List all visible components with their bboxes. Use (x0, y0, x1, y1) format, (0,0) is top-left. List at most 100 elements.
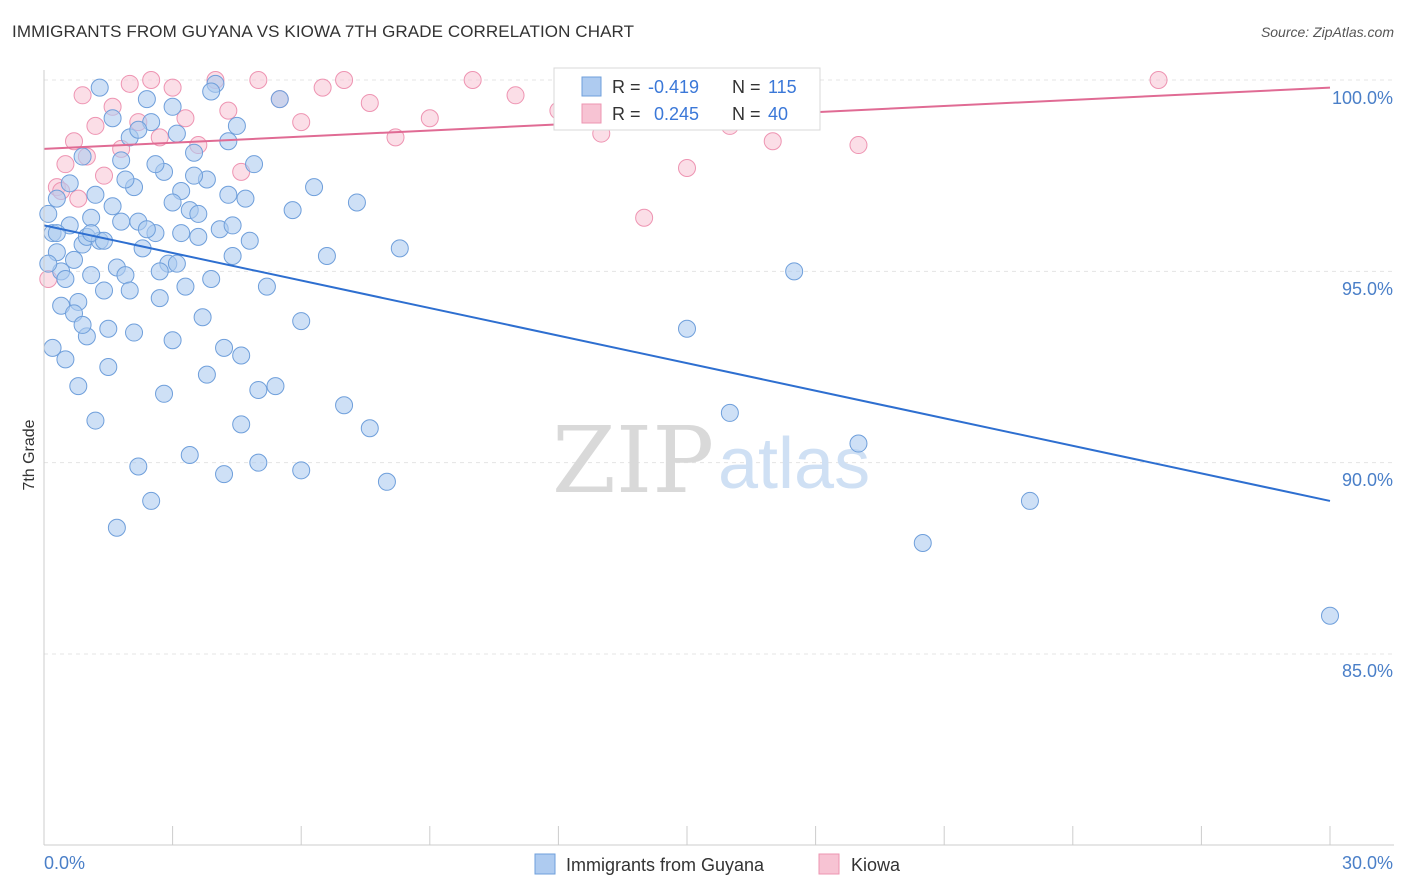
guyana-point (249, 453, 268, 472)
guyana-point (99, 358, 118, 376)
guyana-point (116, 170, 135, 189)
guyana-point (193, 308, 212, 327)
guyana-point (232, 415, 251, 434)
guyana-point (142, 491, 161, 510)
guyana-point (266, 377, 285, 396)
guyana-point (236, 189, 255, 208)
chart-title: IMMIGRANTS FROM GUYANA VS KIOWA 7TH GRAD… (12, 22, 635, 41)
legend-n-value: 40 (768, 104, 788, 124)
guyana-point (73, 315, 92, 334)
legend-r-value: 0.245 (654, 104, 699, 124)
guyana-point (73, 147, 92, 166)
guyana-point (197, 365, 216, 384)
watermark-zip: ZIP (552, 407, 714, 514)
guyana-point (107, 518, 126, 537)
guyana-point (257, 277, 276, 296)
guyana-point (245, 155, 264, 174)
kiowa-point (73, 86, 92, 105)
guyana-point (292, 461, 311, 480)
legend-bottom-swatch-blue (534, 853, 556, 875)
guyana-point (678, 319, 696, 338)
legend-n-value: 115 (768, 77, 797, 97)
y-tick-label: 85.0% (1342, 661, 1393, 681)
y-tick-label: 95.0% (1342, 279, 1393, 299)
guyana-point (849, 434, 868, 453)
guyana-point (347, 193, 366, 212)
guyana-point (129, 120, 148, 139)
kiowa-point (763, 132, 782, 151)
guyana-point (150, 262, 169, 281)
kiowa-point (95, 166, 114, 185)
legend-top: R = -0.419 N = 115 R = 0.245 N = 40 (553, 67, 821, 131)
guyana-point (103, 109, 122, 128)
kiowa-point (56, 155, 75, 174)
kiowa-point (65, 132, 84, 151)
guyana-point (65, 250, 84, 269)
guyana-point (172, 224, 191, 243)
guyana-point (335, 396, 354, 415)
legend-bottom-label: Immigrants from Guyana (566, 855, 765, 875)
guyana-point (60, 174, 79, 193)
guyana-point (305, 178, 324, 197)
kiowa-point (463, 71, 482, 89)
guyana-point (112, 151, 131, 170)
guyana-point (39, 204, 58, 223)
guyana-point (219, 185, 238, 204)
guyana-point (112, 212, 131, 231)
kiowa-point (163, 78, 182, 97)
guyana-point (176, 277, 195, 296)
guyana-point (86, 185, 105, 204)
guyana-point (103, 197, 122, 216)
legend-r-value: -0.419 (648, 77, 699, 97)
kiowa-point (1149, 71, 1168, 89)
guyana-point (86, 411, 105, 430)
legend-n-label: N = (732, 104, 761, 124)
guyana-point (95, 281, 114, 300)
kiowa-point (120, 74, 139, 93)
kiowa-point (249, 71, 268, 89)
guyana-point (163, 97, 182, 116)
guyana-trend-line (43, 224, 1331, 502)
guyana-point (1321, 606, 1339, 625)
guyana-point (202, 269, 221, 288)
guyana-point (317, 247, 336, 266)
kiowa-point (420, 109, 439, 128)
y-axis-label: 7th Grade (21, 419, 38, 490)
legend-r-label: R = (612, 77, 641, 97)
guyana-point (99, 319, 118, 338)
kiowa-point (849, 136, 868, 155)
watermark-atlas: atlas (718, 424, 870, 504)
guyana-point (90, 78, 109, 97)
guyana-point (82, 208, 101, 227)
guyana-point (180, 446, 199, 465)
x-ticks (43, 826, 1331, 845)
kiowa-point (86, 116, 105, 135)
guyana-point (223, 216, 242, 235)
guyana-point (249, 380, 268, 399)
guyana-point (69, 377, 88, 396)
x-tick-label: 30.0% (1342, 853, 1393, 873)
guyana-point (150, 289, 169, 308)
guyana-point (129, 457, 148, 476)
guyana-point (189, 204, 208, 223)
legend-bottom-swatch-pink (818, 853, 840, 875)
guyana-point (163, 331, 182, 350)
guyana-point (167, 124, 186, 143)
kiowa-point (176, 109, 195, 128)
guyana-point (189, 227, 208, 246)
guyana-point (202, 82, 221, 101)
guyana-point (120, 281, 139, 300)
guyana-point (116, 266, 135, 285)
guyana-point (232, 346, 251, 365)
guyana-point (56, 269, 75, 288)
guyana-point (283, 201, 302, 220)
guyana-point (215, 465, 234, 484)
legend-n-label: N = (732, 77, 761, 97)
guyana-point (1020, 491, 1039, 510)
legend-bottom: Immigrants from Guyana Kiowa (534, 853, 901, 875)
kiowa-point (142, 71, 161, 89)
legend-swatch-blue (581, 76, 602, 97)
guyana-point (240, 231, 259, 250)
guyana-point (390, 239, 409, 258)
